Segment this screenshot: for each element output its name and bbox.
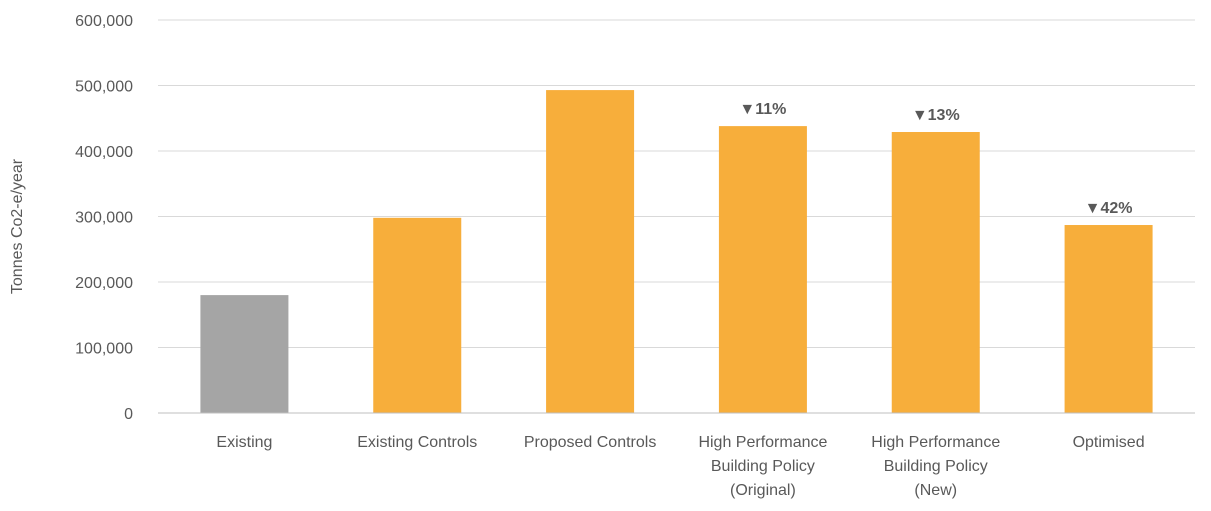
x-category-label-line: Building Policy (711, 458, 815, 475)
bar (1064, 225, 1153, 413)
y-tick-label: 400,000 (75, 144, 133, 161)
x-category-label: High Performance Building Policy (Original… (698, 434, 827, 499)
y-tick-label: 0 (124, 406, 133, 423)
bar-annotations: ▼11% ▼13% ▼42% (739, 101, 1132, 217)
x-category-label-line: Existing (216, 434, 272, 451)
y-tick-label: 600,000 (75, 13, 133, 30)
bar (200, 295, 289, 413)
y-axis-ticks: 0 100,000 200,000 300,000 400,000 500,000 600,… (75, 13, 133, 423)
y-axis-title: Tonnes Co2-e/year (9, 158, 26, 294)
bar-annotation: ▼11% (739, 101, 786, 118)
x-category-label-line: Proposed Controls (524, 434, 657, 451)
x-category-label: Optimised (1073, 434, 1145, 451)
x-axis-categories: Existing Existing Controls Proposed Contro… (216, 434, 1144, 499)
bars (200, 90, 1153, 414)
bar (373, 217, 462, 413)
bar (718, 126, 807, 414)
x-category-label-line: Existing Controls (357, 434, 477, 451)
bar-annotation: ▼13% (912, 107, 960, 124)
x-category-label-line: Building Policy (884, 458, 988, 475)
bar (891, 132, 980, 413)
bar-annotation: ▼42% (1085, 200, 1133, 217)
y-tick-label: 500,000 (75, 79, 133, 96)
bar (546, 90, 635, 414)
y-tick-label: 100,000 (75, 341, 133, 358)
gridlines (158, 19, 1195, 348)
y-tick-label: 200,000 (75, 275, 133, 292)
x-category-label-line: High Performance (871, 434, 1000, 451)
x-category-label-line: High Performance (698, 434, 827, 451)
x-category-label-line: (Original) (730, 482, 796, 499)
x-category-label: Existing (216, 434, 272, 451)
x-category-label: High Performance Building Policy (New) (871, 434, 1000, 499)
x-category-label-line: Optimised (1073, 434, 1145, 451)
x-category-label: Existing Controls (357, 434, 477, 451)
x-category-label-line: (New) (914, 482, 957, 499)
x-category-label: Proposed Controls (524, 434, 657, 451)
y-tick-label: 300,000 (75, 210, 133, 227)
